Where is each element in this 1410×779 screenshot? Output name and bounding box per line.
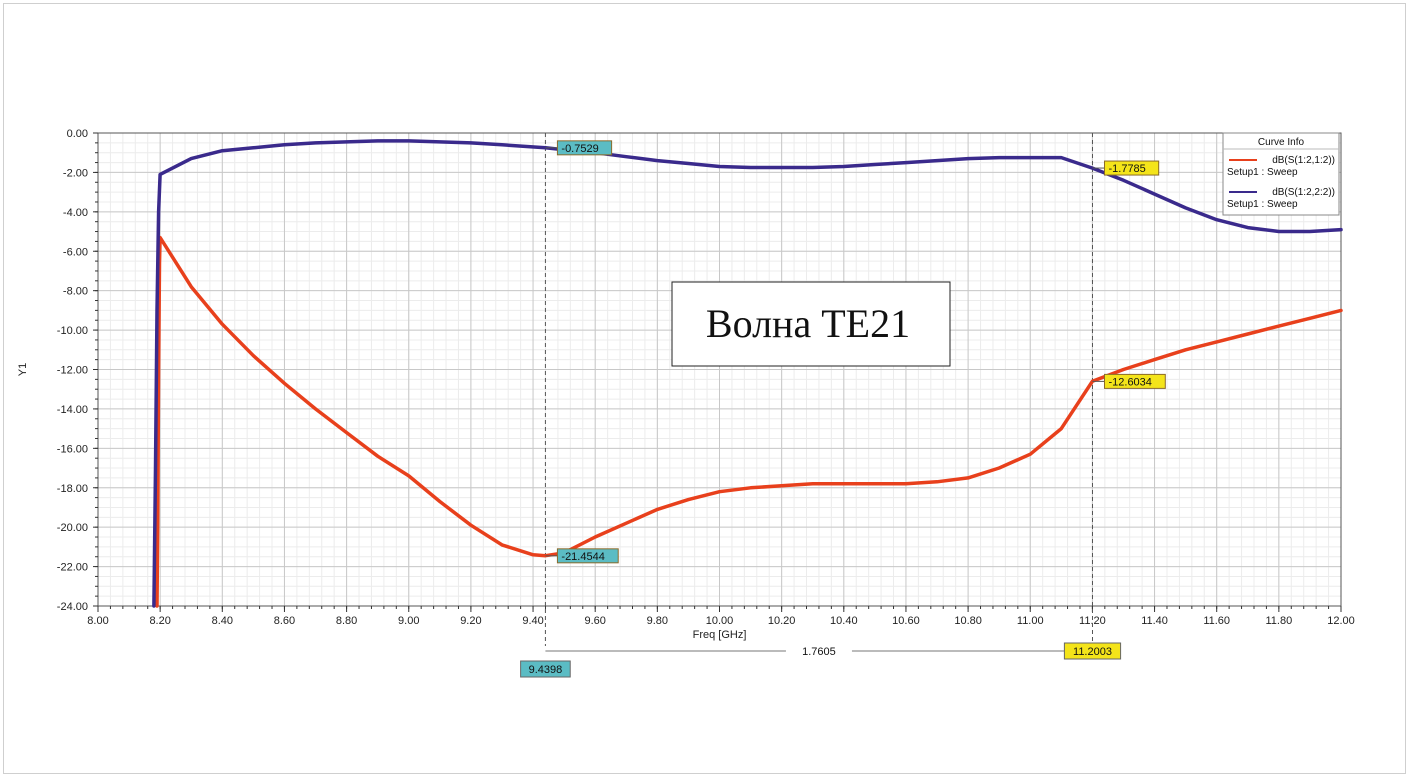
- y-tick-label: -10.00: [57, 325, 88, 337]
- marker-value-box: [1103, 160, 1160, 176]
- x-tick-label: 11.80: [1265, 615, 1292, 627]
- y-tick-label: -20.00: [57, 522, 88, 534]
- marker-x-box: [1063, 642, 1122, 660]
- series-layer: [152, 139, 1343, 608]
- x-tick-label: 11.60: [1203, 615, 1230, 627]
- legend-title: Curve Info: [1258, 137, 1305, 148]
- x-tick-label: 9.80: [647, 615, 668, 627]
- y-tick-label: -8.00: [63, 286, 88, 298]
- annotation-text: Волна TE21: [706, 301, 910, 346]
- legend-box: [1222, 132, 1340, 216]
- marker-value-label: -12.6034: [1108, 376, 1151, 388]
- legend-entry-sub: Setup1 : Sweep: [1227, 199, 1298, 210]
- y-tick-label: -4.00: [63, 207, 88, 219]
- x-tick-label: 12.00: [1327, 615, 1355, 627]
- x-tick-label: 8.20: [149, 615, 170, 627]
- marker-x-label: 9.4398: [529, 664, 563, 676]
- marker-value-label: -1.7785: [1108, 163, 1145, 175]
- marker-value-label: -0.7529: [561, 143, 598, 155]
- series-line: [155, 235, 1343, 608]
- grid-major: [98, 133, 1341, 606]
- x-tick-label: 11.20: [1079, 615, 1106, 627]
- y-tick-label: -2.00: [63, 167, 88, 179]
- legend-entry-name: dB(S(1:2,1:2)): [1272, 155, 1335, 166]
- x-tick-label: 9.00: [398, 615, 419, 627]
- x-axis-title: Freq [GHz]: [693, 629, 747, 641]
- x-tick-label: 8.00: [87, 615, 108, 627]
- marker-value-label: -21.4544: [561, 551, 604, 563]
- marker-x-label: 11.2003: [1073, 646, 1112, 658]
- y-tick-label: -22.00: [57, 562, 88, 574]
- y-tick-label: -14.00: [57, 404, 88, 416]
- y-tick-label: -18.00: [57, 483, 88, 495]
- x-tick-label: 10.20: [768, 615, 796, 627]
- x-tick-label: 10.60: [892, 615, 920, 627]
- delta-measurement: 1.7605 9.4398 11.2003: [520, 642, 1122, 678]
- y-tick-label: -6.00: [63, 246, 88, 258]
- y-axis-title: Y1: [17, 363, 29, 376]
- x-axis: 8.00 8.20 8.40 8.60 8.80 9.00 9.20 9.40 9.60 9.80…: [87, 606, 1355, 627]
- x-tick-label: 10.80: [954, 615, 982, 627]
- x-tick-label: 8.80: [336, 615, 357, 627]
- x-tick-label: 11.40: [1141, 615, 1168, 627]
- y-tick-label: 0.00: [67, 128, 88, 140]
- legend-entry-name: dB(S(1:2,2:2)): [1272, 187, 1335, 198]
- x-tick-label: 8.40: [212, 615, 233, 627]
- x-tick-label: 8.60: [274, 615, 295, 627]
- marker-value-box: [556, 548, 619, 564]
- chart-svg: 0.00 -2.00 -4.00 -6.00 -8.00 -10.00 -12.00 -14.…: [17, 128, 1355, 678]
- marker-lines: [544, 133, 1093, 646]
- x-tick-label: 9.40: [522, 615, 543, 627]
- y-tick-label: -12.00: [57, 365, 88, 377]
- delta-label: 1.7605: [802, 646, 836, 658]
- delta-bg: [785, 643, 852, 659]
- annotation-rect: [671, 281, 951, 367]
- marker-value-box: [556, 140, 613, 156]
- x-tick-label: 10.00: [706, 615, 734, 627]
- chart-frame: 0.00 -2.00 -4.00 -6.00 -8.00 -10.00 -12.00 -14.…: [3, 3, 1406, 774]
- y-tick-label: -16.00: [57, 443, 88, 455]
- legend-entry-sub: Setup1 : Sweep: [1227, 167, 1298, 178]
- x-tick-label: 11.00: [1017, 615, 1044, 627]
- marker-x-box: [520, 660, 571, 678]
- x-tick-label: 9.20: [460, 615, 481, 627]
- y-tick-label: -24.00: [57, 601, 88, 613]
- annotation-box: Волна TE21: [671, 281, 951, 367]
- series-line: [152, 139, 1343, 608]
- x-tick-label: 9.60: [584, 615, 605, 627]
- marker-value-labels: -0.7529 -21.4544 -1.7785 -12.6034: [545, 140, 1166, 564]
- x-tick-label: 10.40: [830, 615, 858, 627]
- marker-value-box: [1103, 373, 1166, 389]
- y-axis: 0.00 -2.00 -4.00 -6.00 -8.00 -10.00 -12.00 -14.…: [57, 128, 98, 613]
